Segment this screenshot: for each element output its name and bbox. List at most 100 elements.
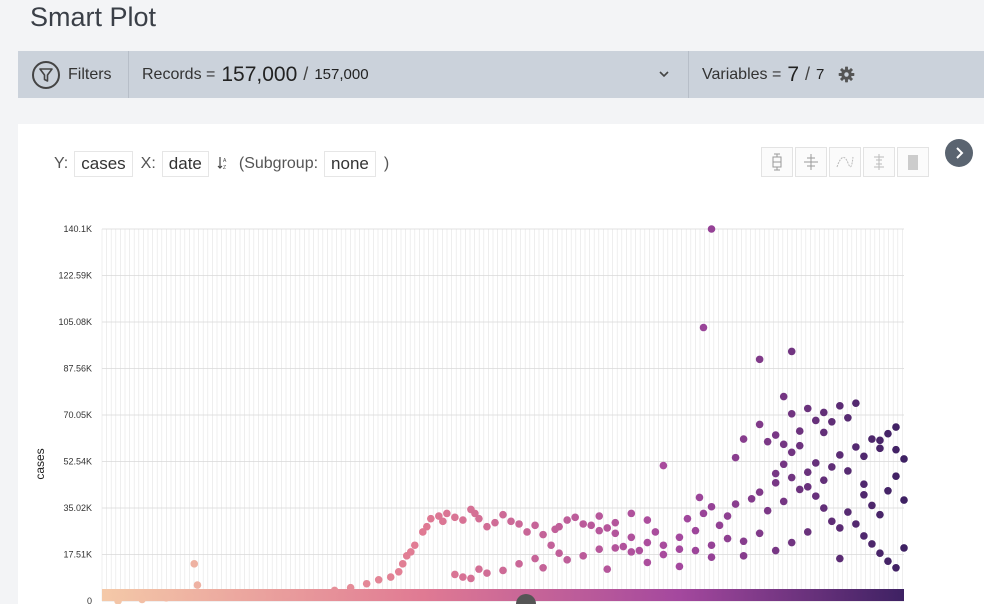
y-tick-label: 0 [87,596,92,604]
data-point [731,453,740,462]
data-point [603,565,612,573]
data-point [755,529,764,538]
data-point [852,399,860,407]
data-point [571,513,579,522]
data-point [659,550,668,559]
range-icon [874,154,884,170]
variables-label: Variables = [702,65,782,83]
svg-text:A: A [223,158,227,164]
data-point [779,440,788,449]
data-points [114,225,908,604]
data-point [787,473,796,482]
x-axis-tooltip-marker [516,594,536,604]
variables-selector[interactable]: Variables = 7 / 7 [689,51,855,98]
data-point [739,552,748,560]
data-point [820,428,828,437]
bar-icon [908,155,918,170]
funnel-icon[interactable] [32,60,60,89]
data-point [611,544,620,552]
data-point [763,437,772,446]
data-point [627,533,636,542]
data-point [611,518,620,527]
box-plot-button[interactable] [761,147,793,177]
data-point [811,416,820,425]
data-point [193,581,202,589]
data-point [779,497,788,506]
data-point [595,512,604,520]
data-point [374,575,383,584]
chevron-right-icon [956,147,964,159]
filters-button[interactable]: Filters [18,51,129,98]
data-point [675,533,684,542]
data-point [860,480,868,488]
subgroup-select[interactable]: none [324,151,376,177]
data-point [795,485,804,494]
data-point [747,494,756,503]
data-point [876,510,884,519]
data-point [844,508,852,516]
dense-point-band [102,589,904,601]
data-point [892,423,900,431]
bar-button[interactable] [897,147,929,177]
chevron-down-icon[interactable] [658,68,670,80]
records-label: Records = [142,65,216,83]
gear-icon[interactable] [838,66,855,83]
data-point [892,445,900,454]
data-point [892,564,900,572]
data-point [595,526,604,535]
data-point [828,417,836,426]
data-point [459,573,467,581]
data-point [423,522,431,531]
y-variable-select[interactable]: cases [74,151,133,177]
data-point [595,545,604,554]
smooth-button[interactable] [829,147,861,177]
records-selector[interactable]: Records = 157,000 / 157,000 [129,51,689,98]
data-point [419,528,427,536]
data-point [836,554,844,563]
data-point [707,502,716,511]
x-label: X: [140,155,156,172]
data-point [406,548,415,556]
data-point [691,526,700,535]
records-shown: 157,000 [221,62,298,86]
data-point [555,522,563,531]
data-point [803,404,812,413]
data-point [563,556,571,564]
range-button[interactable] [863,147,895,177]
data-point [868,435,876,443]
data-point [539,564,547,572]
next-button[interactable] [945,139,973,167]
data-point [258,592,267,601]
data-point [410,541,419,550]
y-tick-label: 35.02K [63,503,92,513]
data-point [900,455,908,463]
data-point [852,443,860,451]
page-title: Smart Plot [30,2,157,32]
box-plot-icon [772,153,782,171]
data-point [394,567,403,576]
data-point [346,583,355,592]
data-point [555,549,563,558]
data-point [771,479,780,487]
data-point [860,490,868,499]
data-point [723,512,732,520]
data-point [619,542,628,551]
data-point [691,546,700,555]
plot-type-buttons [761,147,931,177]
data-point [439,517,447,526]
data-point [900,544,908,552]
data-point [491,518,499,527]
data-point [803,483,812,491]
x-variable-select[interactable]: date [161,151,209,177]
svg-text:Z: Z [223,165,226,170]
data-point [707,553,716,561]
data-point [523,528,531,536]
data-point [836,524,844,532]
y-axis-ticks: 0 17.51K 35.02K 52.54K 70.05K 87.56K 105.08K 12… [58,224,92,604]
data-point [627,509,636,518]
data-point [499,566,507,575]
data-point [707,541,716,550]
spread-button[interactable] [795,147,827,177]
